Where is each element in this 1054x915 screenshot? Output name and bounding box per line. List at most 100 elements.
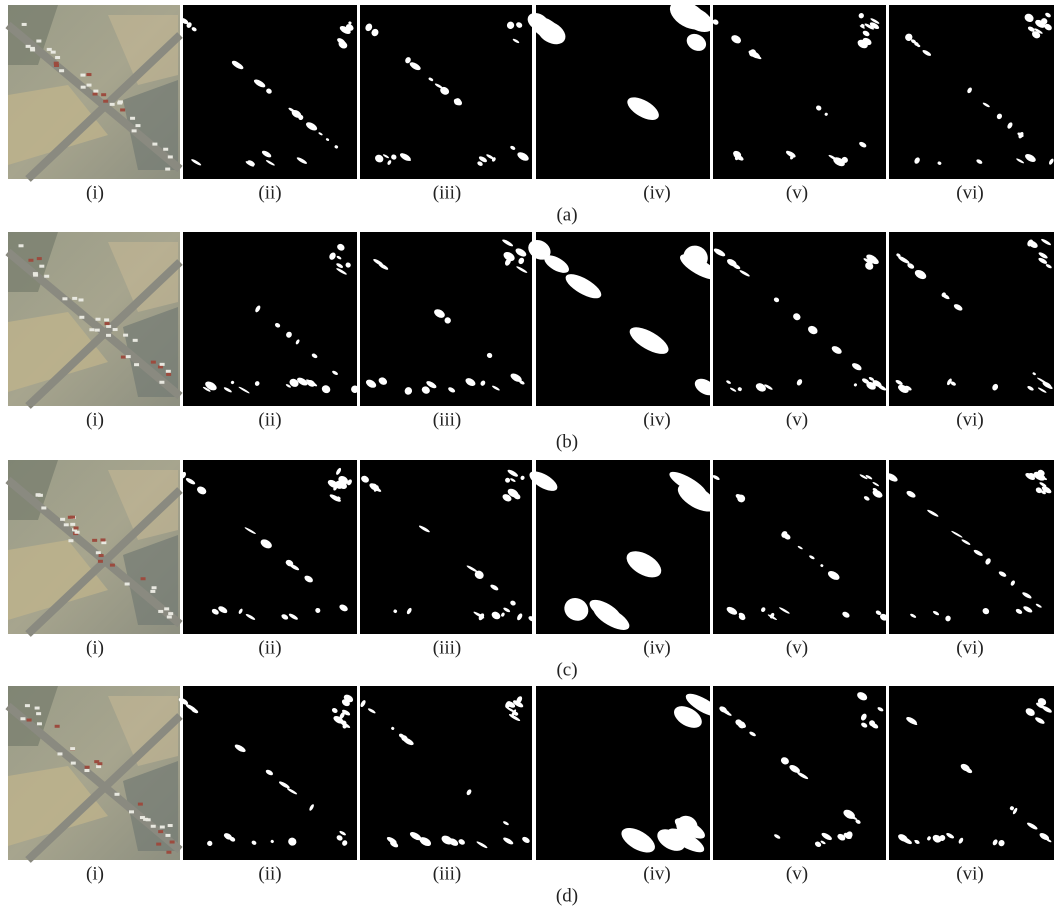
car (37, 722, 42, 725)
car (79, 298, 84, 301)
panel-label: (vi) (956, 182, 983, 203)
panel (526, 460, 720, 635)
car (79, 316, 84, 319)
panel-label: (vi) (956, 863, 983, 884)
panel-label: (ii) (258, 637, 281, 658)
car (158, 830, 163, 833)
car (84, 769, 89, 772)
row-caption: (c) (556, 659, 577, 680)
panel-label: (v) (786, 182, 808, 203)
panel (8, 5, 180, 179)
car (93, 93, 98, 96)
panel (889, 686, 1054, 860)
car (93, 90, 98, 93)
car (130, 117, 135, 120)
car (81, 86, 86, 89)
panel-label: (i) (86, 182, 104, 203)
panel (889, 232, 1054, 406)
car (151, 825, 156, 828)
car (80, 74, 85, 77)
panel-label: (i) (86, 863, 104, 884)
panel (536, 686, 723, 860)
row-caption: (b) (556, 431, 578, 452)
panel-label: (iii) (433, 637, 462, 658)
car (168, 824, 173, 827)
car (166, 370, 171, 373)
car (75, 531, 80, 534)
panel-label: (iv) (643, 182, 670, 203)
car (26, 45, 31, 48)
car (30, 48, 35, 51)
panel-label: (i) (86, 637, 104, 658)
car (20, 717, 25, 720)
panel-label: (iii) (433, 182, 462, 203)
panel-label: (iii) (433, 409, 462, 430)
car (138, 803, 143, 806)
car (106, 325, 111, 328)
panel-label: (ii) (258, 409, 281, 430)
car (100, 538, 105, 541)
panel (359, 686, 532, 860)
mask-image (889, 232, 1054, 406)
panel (178, 686, 357, 860)
car (165, 168, 170, 171)
car (166, 851, 171, 854)
car (68, 539, 73, 542)
panel (183, 232, 360, 406)
panel (525, 232, 722, 406)
panel (8, 686, 180, 860)
panel (713, 232, 887, 406)
panel (713, 686, 886, 860)
panel (8, 232, 180, 406)
car (36, 494, 41, 497)
panel-label: (vi) (956, 409, 983, 430)
panel (360, 460, 536, 634)
panel-label: (iv) (643, 863, 670, 884)
car (41, 506, 46, 509)
car (19, 244, 24, 247)
car (163, 148, 168, 151)
mask-image (889, 5, 1054, 179)
car (70, 523, 75, 526)
car (152, 143, 157, 146)
car (120, 108, 125, 111)
car (160, 826, 165, 829)
car (129, 810, 134, 813)
panel (8, 460, 180, 634)
figure: (i)(ii)(iii)(iv)(v)(vi)(a)(i)(ii)(iii)(i… (0, 0, 1054, 915)
car (37, 257, 42, 260)
car (27, 719, 32, 722)
panel-label: (ii) (258, 182, 281, 203)
car (74, 526, 79, 529)
car (132, 129, 137, 132)
panel (889, 5, 1054, 179)
panel-label: (vi) (956, 637, 983, 658)
car (94, 760, 99, 763)
car (141, 577, 146, 580)
car (166, 373, 171, 376)
car (170, 841, 175, 844)
panel (712, 5, 886, 179)
car (165, 834, 170, 837)
panel (524, 0, 717, 179)
car (95, 329, 100, 332)
car (51, 51, 56, 54)
car (159, 381, 164, 384)
car (44, 275, 49, 278)
car (64, 523, 69, 526)
car (85, 766, 90, 769)
car (156, 843, 161, 846)
mask-image (360, 686, 532, 860)
car (68, 516, 73, 519)
panel (360, 5, 532, 179)
car (126, 355, 131, 358)
car (150, 590, 155, 593)
panel-label: (i) (86, 409, 104, 430)
car (151, 361, 156, 364)
car (101, 93, 106, 96)
car (104, 318, 109, 321)
car (125, 583, 130, 586)
car (36, 712, 41, 715)
car (168, 155, 173, 158)
car (158, 610, 163, 613)
